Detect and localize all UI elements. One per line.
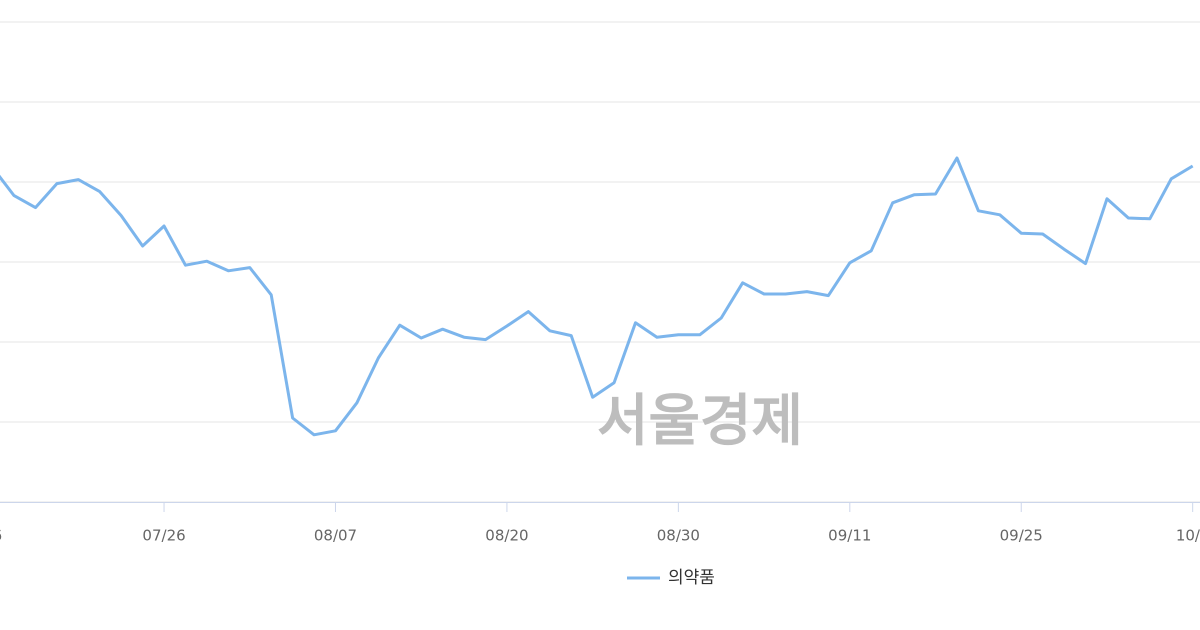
x-tick-label: 10/0	[1176, 527, 1200, 545]
x-tick-label: 07/26	[142, 527, 185, 545]
x-tick-label: 16	[0, 527, 2, 545]
series-line	[0, 156, 1194, 437]
x-tick-label: 08/30	[657, 527, 700, 545]
plot: 16 07/26 08/07 08/20 08/30 09/11 09/25 10/0 의약품	[0, 21, 1200, 588]
x-tick-label: 09/11	[828, 527, 871, 545]
x-tick-label: 08/20	[485, 527, 528, 545]
x-tick-label: 08/07	[314, 527, 357, 545]
watermark: 서울경제	[597, 389, 803, 454]
legend-label: 의약품	[668, 568, 715, 588]
x-tick-label: 09/25	[1000, 527, 1043, 545]
